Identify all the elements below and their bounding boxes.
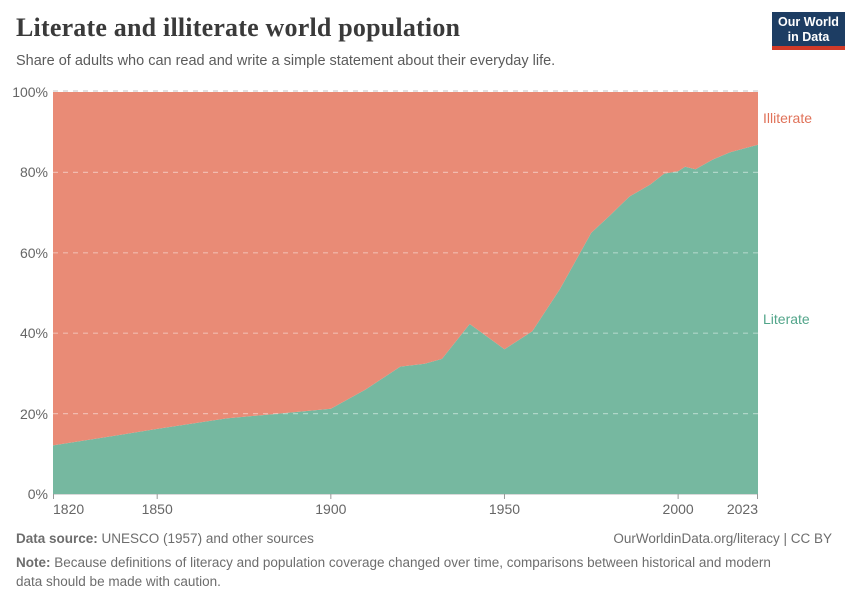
chart-subtitle: Share of adults who can read and write a…: [16, 53, 556, 69]
y-tick-label-60: 60%: [19, 244, 48, 261]
y-tick-label-80: 80%: [19, 164, 48, 181]
plot-area[interactable]: [53, 90, 758, 504]
data-source-text: Data source: UNESCO (1957) and other sou…: [16, 531, 314, 546]
area-literate[interactable]: [53, 144, 758, 494]
data-source-label: Data source:: [16, 531, 98, 546]
y-tick-label-20: 20%: [19, 405, 48, 422]
license-link[interactable]: OurWorldinData.org/literacy | CC BY: [613, 531, 832, 546]
area-illiterate[interactable]: [53, 92, 758, 446]
x-tick-label-1950: 1950: [488, 501, 521, 517]
series-label-illiterate: Illiterate: [763, 110, 813, 127]
x-tick-label-1900: 1900: [315, 501, 347, 517]
x-tick-label-2023: 2023: [726, 501, 758, 517]
x-tick-label-1820: 1820: [53, 501, 85, 517]
owid-logo-line2: in Data: [787, 29, 830, 44]
y-tick-label-0: 0%: [27, 486, 48, 502]
y-tick-label-40: 40%: [19, 325, 48, 342]
footer-note: Note: Because definitions of literacy an…: [16, 554, 771, 592]
note-label: Note:: [16, 555, 51, 570]
owid-logo-text: Our World in Data: [772, 12, 845, 46]
data-source-value: UNESCO (1957) and other sources: [97, 531, 314, 546]
x-tick-label-1850: 1850: [141, 501, 173, 517]
page-title: Literate and illiterate world population: [16, 13, 461, 42]
x-tick-label-2000: 2000: [662, 501, 694, 517]
owid-logo-line1: Our World: [778, 15, 839, 29]
owid-logo-red-bar: [772, 46, 845, 50]
stacked-area-chart[interactable]: 0% 20% 40% 60% 80% 100% 1820 1850 1900 1950 2000 20…: [0, 0, 850, 530]
series-label-literate: Literate: [763, 311, 810, 328]
footer-source-row: Data source: UNESCO (1957) and other sou…: [16, 531, 832, 546]
y-tick-label-100: 100%: [12, 84, 48, 100]
note-text: Because definitions of literacy and popu…: [16, 555, 771, 589]
owid-logo[interactable]: Our World in Data: [772, 12, 845, 50]
